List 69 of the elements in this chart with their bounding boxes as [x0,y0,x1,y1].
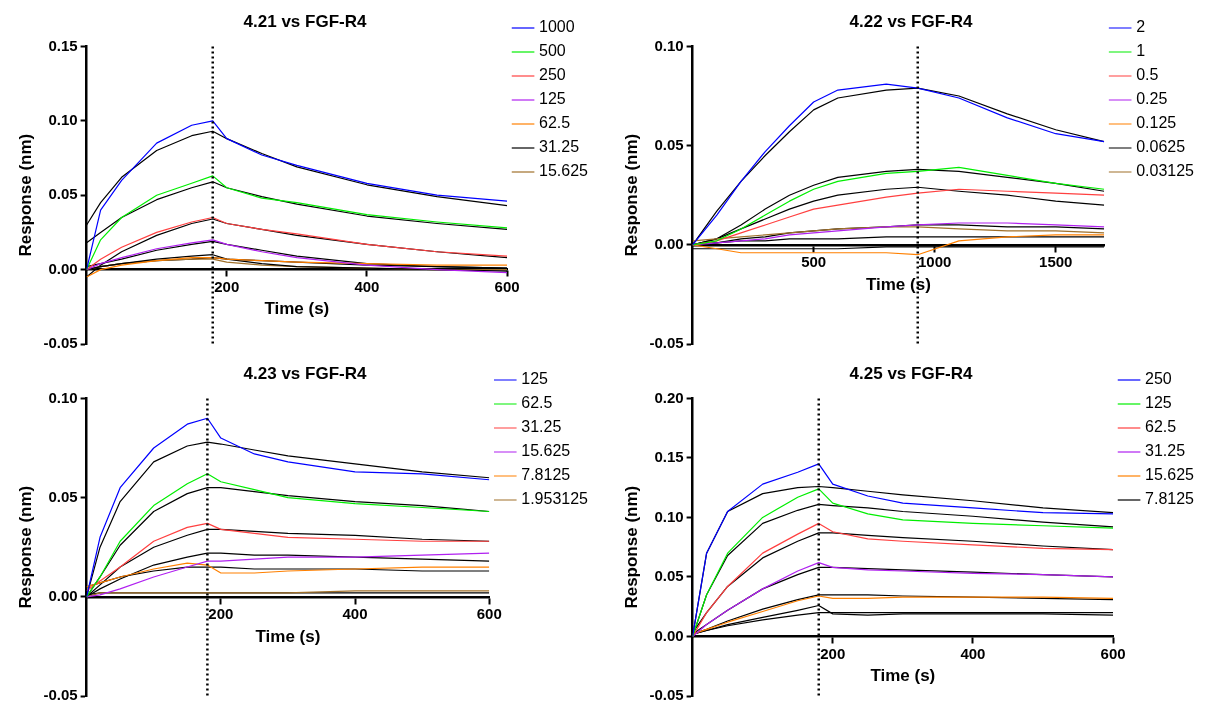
y-tick-label: 0.05 [654,135,684,153]
y-tick-label: -0.05 [649,686,684,704]
legend-label: 15.625 [539,162,589,180]
legend-label: 0.5 [1136,66,1159,84]
y-tick-label: 0.10 [48,110,78,128]
x-tick-label: 200 [820,644,846,662]
y-tick-label: 0.00 [48,259,78,277]
chart-title: 4.21 vs FGF-R4 [243,11,367,31]
legend-label: 0.03125 [1136,162,1195,180]
legend-label: 250 [1145,370,1172,388]
chart-title: 4.23 vs FGF-R4 [243,363,367,383]
x-tick-label: 1000 [918,252,952,270]
legend-label: 500 [539,42,566,60]
legend-label: 1.953125 [521,490,589,508]
y-tick-label: 0.10 [654,36,684,54]
legend-label: 0.25 [1136,90,1168,108]
legend-label: 0.0625 [1136,138,1186,156]
legend-label: 1 [1136,42,1146,60]
x-tick-label: 600 [1100,644,1126,662]
chart-title: 4.22 vs FGF-R4 [849,11,973,31]
y-tick-label: 0.20 [654,388,684,406]
legend-label: 7.8125 [521,466,571,484]
legend-label: 2 [1136,18,1146,36]
legend-label: 7.8125 [1145,490,1195,508]
legend-label: 62.5 [1145,418,1177,436]
legend-label: 125 [1145,394,1172,412]
legend-label: 31.25 [521,418,562,436]
y-tick-label: 0.00 [654,234,684,252]
legend-label: 0.125 [1136,114,1177,132]
legend-label: 125 [539,90,566,108]
x-axis-title: Time (s) [264,299,330,319]
x-tick-label: 400 [960,644,986,662]
legend-label: 31.25 [1145,442,1186,460]
legend-label: 250 [539,66,566,84]
y-tick-label: 0.05 [654,567,684,585]
y-axis-title: Response (nm) [621,133,641,257]
x-tick-label: 600 [494,277,520,295]
x-tick-label: 200 [208,604,234,622]
legend-label: 31.25 [539,138,580,156]
y-tick-label: 0.10 [48,388,78,406]
y-tick-label: -0.05 [649,334,684,352]
y-tick-label: -0.05 [43,686,78,704]
y-axis-title: Response (nm) [621,485,641,609]
x-tick-label: 1500 [1039,252,1073,270]
y-tick-label: 0.00 [654,626,684,644]
y-tick-label: 0.05 [48,185,78,203]
x-tick-label: 600 [476,604,502,622]
y-tick-label: 0.15 [48,36,78,54]
y-tick-label: -0.05 [43,334,78,352]
legend-label: 62.5 [521,394,553,412]
legend-label: 1000 [539,18,575,36]
y-tick-label: 0.05 [48,487,78,505]
legend-label: 15.625 [521,442,571,460]
y-tick-label: 0.00 [48,586,78,604]
x-axis-title: Time (s) [870,666,936,686]
y-axis-title: Response (nm) [15,133,35,257]
x-tick-label: 400 [342,604,368,622]
y-axis-title: Response (nm) [15,485,35,609]
legend-label: 15.625 [1145,466,1195,484]
x-tick-label: 500 [801,252,827,270]
x-tick-label: 400 [354,277,380,295]
legend-label: 125 [521,370,549,388]
x-axis-title: Time (s) [255,626,321,646]
x-tick-label: 200 [214,277,240,295]
chart-title: 4.25 vs FGF-R4 [849,363,973,383]
y-tick-label: 0.10 [654,507,684,525]
legend-label: 62.5 [539,114,571,132]
y-tick-label: 0.15 [654,448,684,466]
x-axis-title: Time (s) [865,274,931,294]
